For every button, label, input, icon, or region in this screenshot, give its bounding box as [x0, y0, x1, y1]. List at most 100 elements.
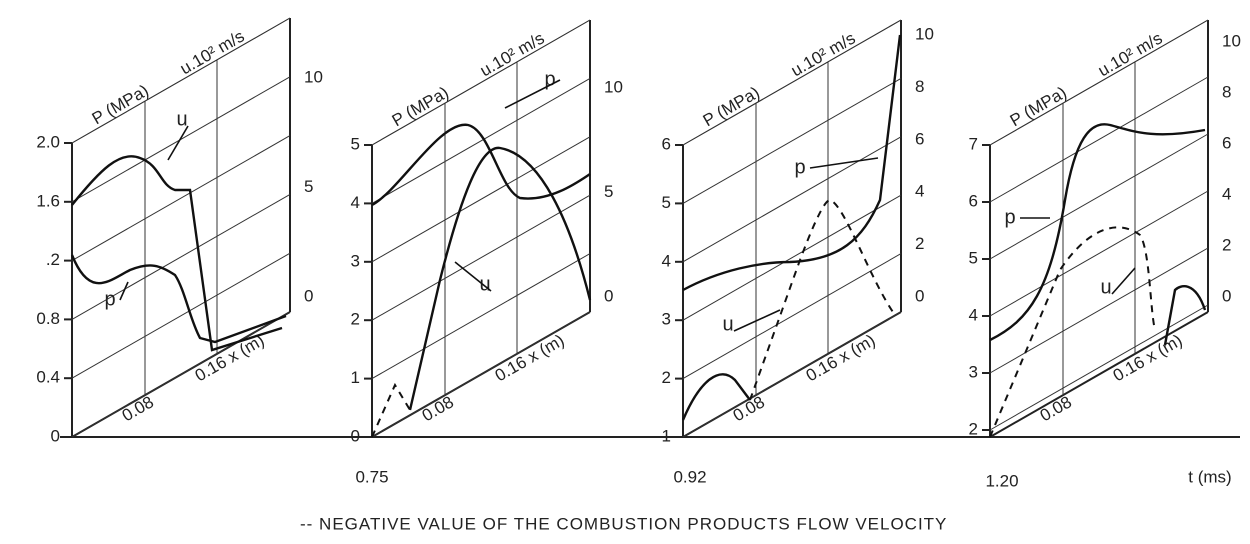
u-tick-label: 5 — [604, 182, 613, 201]
p-tick-label: 0 — [351, 426, 360, 445]
grid-line — [682, 311, 902, 438]
p-tick-label: 6 — [969, 191, 978, 210]
curve — [70, 254, 287, 344]
time-tick-label: 0.92 — [673, 467, 706, 486]
x-tick-label: 0.16 x (m) — [803, 331, 879, 386]
curve-label: p — [544, 68, 555, 90]
dashed-curve — [989, 226, 1156, 438]
x-tick-label: 0.08 — [119, 392, 157, 425]
p-tick-label: 0.4 — [36, 368, 60, 387]
curve — [989, 123, 1206, 342]
p-tick-label: 7 — [969, 134, 978, 153]
p-tick-label: 5 — [351, 134, 360, 153]
u-tick-label: 4 — [1222, 184, 1231, 203]
p-tick-label: 2 — [969, 419, 978, 438]
leader — [1111, 267, 1136, 295]
u-tick-label: 2 — [915, 234, 924, 253]
leader — [809, 157, 879, 169]
curve — [408, 146, 592, 411]
grid-line — [989, 247, 1209, 374]
p-tick-label: 2.0 — [36, 132, 60, 151]
x-axis — [989, 311, 1209, 438]
p-tick-label: 1 — [662, 426, 671, 445]
p-tick-label: 3 — [969, 362, 978, 381]
u-tick-label: 0 — [915, 286, 924, 305]
p-tick-label: 3 — [662, 310, 671, 329]
leader — [504, 79, 561, 109]
p-tick-label: 5 — [662, 193, 671, 212]
time-tick-label: 0.75 — [355, 467, 388, 486]
grid-line — [682, 136, 902, 263]
u-tick-label: 4 — [915, 182, 924, 201]
u-axis-label: u.10² m/s — [788, 28, 859, 80]
u-tick-label: 10 — [604, 77, 623, 96]
curve-label: u — [479, 273, 490, 295]
leader — [167, 125, 189, 161]
grid-line — [371, 19, 591, 146]
grid-line — [371, 77, 591, 204]
dashed-curve — [371, 382, 411, 438]
u-tick-label: 5 — [304, 177, 313, 196]
u-tick-label: 8 — [915, 77, 924, 96]
x-tick-label: 0.16 x (m) — [492, 331, 568, 386]
curve-label: p — [1004, 206, 1015, 228]
grid-line — [371, 194, 591, 321]
p-tick-label: 5 — [969, 248, 978, 267]
grid-line — [71, 311, 291, 438]
u-tick-label: 6 — [1222, 133, 1231, 152]
p-tick-label: 1.6 — [36, 191, 60, 210]
curve-label: p — [104, 288, 115, 310]
curve-label: u — [722, 313, 733, 335]
grid-line — [989, 190, 1209, 317]
u-tick-label: 8 — [1222, 82, 1231, 101]
u-axis-label: u.10² m/s — [177, 26, 248, 78]
caption: -- NEGATIVE VALUE OF THE COMBUSTION PROD… — [300, 514, 947, 533]
p-tick-label: 0 — [51, 426, 60, 445]
leader — [119, 281, 129, 301]
curve-label: u — [1100, 276, 1111, 298]
curve — [71, 155, 283, 352]
p-axis-label: P (MPa) — [700, 83, 763, 130]
grid-line — [989, 304, 1209, 431]
p-axis-label: P (MPa) — [89, 81, 152, 128]
p-axis-label: P (MPa) — [389, 83, 452, 130]
u-tick-label: 10 — [304, 67, 323, 86]
p-tick-label: 0.8 — [36, 309, 60, 328]
leader — [733, 309, 781, 332]
u-tick-label: 10 — [1222, 31, 1241, 50]
leader — [454, 261, 492, 292]
curve — [681, 373, 751, 421]
grid-line — [682, 194, 902, 321]
grid-line — [71, 17, 291, 144]
p-axis-label: P (MPa) — [1007, 83, 1070, 130]
curve — [371, 123, 591, 207]
curve — [1163, 285, 1207, 346]
p-tick-label: 2 — [351, 310, 360, 329]
time-axis-label: t (ms) — [1188, 467, 1231, 486]
u-tick-label: 2 — [1222, 235, 1231, 254]
x-tick-label: 0.16 x (m) — [1110, 331, 1186, 386]
grid-line — [371, 311, 591, 438]
p-tick-label: 4 — [662, 251, 671, 270]
grid-line — [682, 77, 902, 204]
grid-line — [371, 253, 591, 380]
u-axis-label: u.10² m/s — [1095, 28, 1166, 80]
time-tick-label: 1.20 — [985, 471, 1018, 490]
x-tick-label: 0.08 — [419, 392, 457, 425]
grid-line — [71, 252, 291, 379]
p-tick-label: 2 — [662, 368, 671, 387]
u-tick-label: 10 — [915, 24, 934, 43]
u-tick-label: 0 — [604, 286, 613, 305]
p-tick-label: 1 — [351, 368, 360, 387]
grid-line — [371, 136, 591, 263]
grid-line — [682, 19, 902, 146]
grid-line — [989, 76, 1209, 203]
grid-line — [682, 253, 902, 380]
p-tick-label: 4 — [351, 193, 360, 212]
grid-line — [71, 135, 291, 262]
u-tick-label: 0 — [304, 286, 313, 305]
u-axis-label: u.10² m/s — [477, 28, 548, 80]
u-tick-label: 0 — [1222, 286, 1231, 305]
